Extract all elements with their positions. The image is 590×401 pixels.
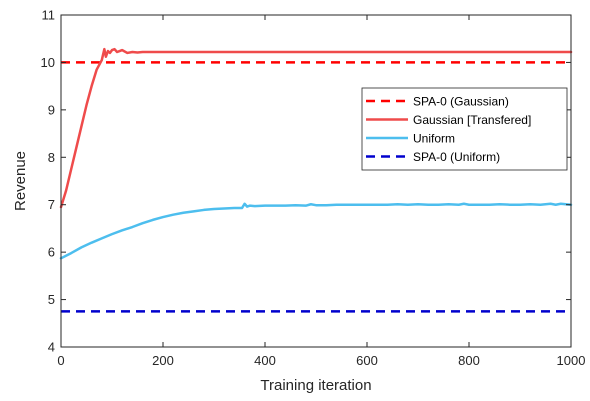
legend-entries: SPA-0 (Gaussian) Gaussian [Transfered] Uni… [366, 95, 531, 164]
ticks-layer: 0 200 400 600 800 1000 4 5 6 7 8 9 10 11 [41, 8, 586, 369]
x-tick-label: 0 [57, 353, 64, 368]
y-tick-label: 8 [48, 150, 55, 165]
x-tick-label: 800 [458, 353, 480, 368]
plot-area-background [61, 15, 571, 347]
y-tick-label: 10 [41, 55, 55, 70]
legend: SPA-0 (Gaussian) Gaussian [Transfered] Uni… [361, 87, 568, 171]
x-tick-label: 400 [254, 353, 276, 368]
series-line-3 [59, 202, 573, 260]
y-tick-label: 4 [48, 340, 55, 355]
y-tick-label: 7 [48, 197, 55, 212]
legend-label-3: Uniform [413, 132, 455, 146]
x-tick-label: 200 [152, 353, 174, 368]
x-tick-label: 600 [356, 353, 378, 368]
y-axis-title: Revenue [12, 151, 29, 211]
legend-label-1: SPA-0 (Gaussian) [413, 95, 509, 109]
legend-label-4: SPA-0 (Uniform) [413, 150, 500, 164]
x-axis-title: Training iteration [260, 377, 371, 394]
y-tick-label: 11 [42, 8, 56, 23]
y-tick-label: 9 [48, 102, 55, 117]
y-tick-label: 6 [48, 245, 55, 260]
plot-area-border [60, 14, 572, 348]
x-tick-label: 1000 [557, 353, 586, 368]
series-layer [59, 47, 573, 313]
series-line-2 [59, 47, 573, 209]
legend-label-2: Gaussian [Transfered] [413, 113, 531, 127]
y-tick-label: 5 [48, 292, 55, 307]
